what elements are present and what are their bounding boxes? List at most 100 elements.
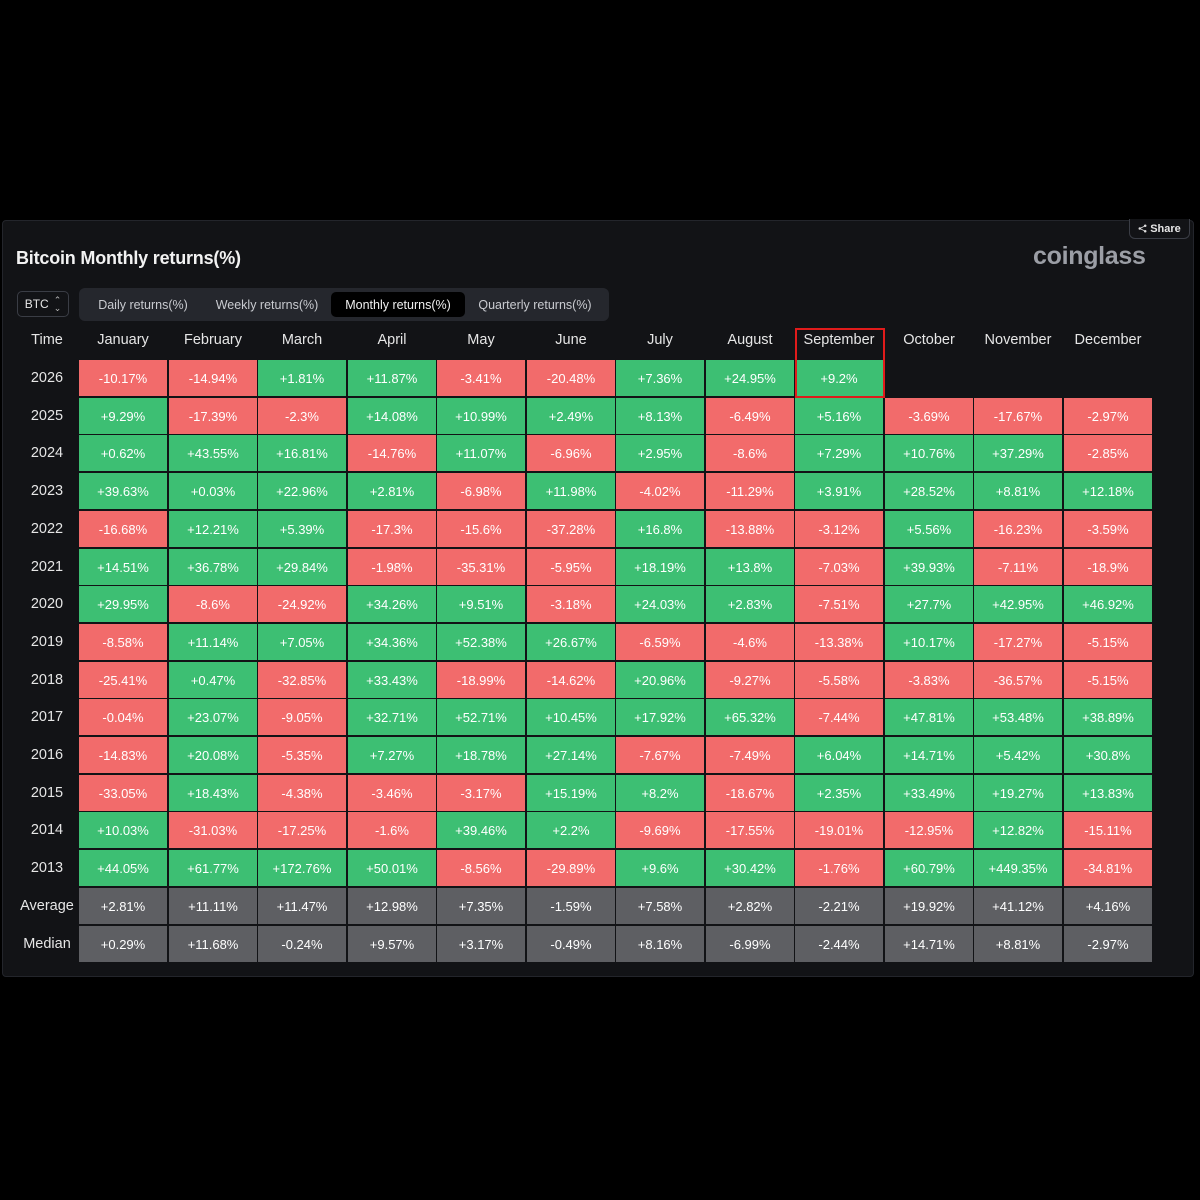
return-cell: +16.8%: [616, 511, 704, 547]
average-cell: +11.47%: [258, 888, 346, 924]
tab-quarterly-returns[interactable]: Quarterly returns(%): [478, 297, 592, 312]
return-cell: +3.91%: [795, 473, 883, 509]
year-label: 2021: [30, 559, 64, 575]
chevron-updown-icon: ⌃ ⌄: [53, 295, 62, 313]
return-cell: +10.17%: [885, 624, 973, 660]
return-cell: +27.14%: [527, 737, 615, 773]
return-cell: -8.6%: [706, 435, 794, 471]
year-label: 2022: [30, 521, 64, 537]
return-cell: -11.29%: [706, 473, 794, 509]
average-cell: +4.16%: [1064, 888, 1152, 924]
return-cell: +10.45%: [527, 699, 615, 735]
return-cell: +5.39%: [258, 511, 346, 547]
return-cell: -25.41%: [79, 662, 167, 698]
return-cell: +27.7%: [885, 586, 973, 622]
return-cell: +18.78%: [437, 737, 525, 773]
return-cell: -15.11%: [1064, 812, 1152, 848]
return-cell: -9.27%: [706, 662, 794, 698]
return-cell: +14.51%: [79, 549, 167, 585]
return-cell: +9.51%: [437, 586, 525, 622]
share-label: Share: [1150, 222, 1181, 235]
return-cell: -37.28%: [527, 511, 615, 547]
return-cell: -5.95%: [527, 549, 615, 585]
return-cell: +42.95%: [974, 586, 1062, 622]
tab-monthly-returns[interactable]: Monthly returns(%): [331, 292, 465, 317]
return-cell: -14.76%: [348, 435, 436, 471]
return-cell: +0.03%: [169, 473, 257, 509]
return-cell: +10.03%: [79, 812, 167, 848]
return-cell: -12.95%: [885, 812, 973, 848]
return-cell: -14.62%: [527, 662, 615, 698]
return-cell: -18.67%: [706, 775, 794, 811]
year-label: 2019: [30, 634, 64, 650]
return-cell: +33.49%: [885, 775, 973, 811]
return-cell: -5.15%: [1064, 662, 1152, 698]
return-cell: +36.78%: [169, 549, 257, 585]
return-cell: +22.96%: [258, 473, 346, 509]
return-cell: -16.68%: [79, 511, 167, 547]
share-button[interactable]: Share: [1129, 219, 1190, 239]
return-cell: +30.42%: [706, 850, 794, 886]
average-cell: +2.82%: [706, 888, 794, 924]
return-cell: +2.95%: [616, 435, 704, 471]
return-cell: -6.49%: [706, 398, 794, 434]
median-cell: -2.44%: [795, 926, 883, 962]
return-cell: -5.58%: [795, 662, 883, 698]
return-cell: +39.63%: [79, 473, 167, 509]
return-cell: -3.12%: [795, 511, 883, 547]
return-cell: +12.18%: [1064, 473, 1152, 509]
coin-select[interactable]: BTC ⌃ ⌄: [17, 291, 69, 317]
year-label: 2014: [30, 822, 64, 838]
median-cell: +8.16%: [616, 926, 704, 962]
return-cell: +18.43%: [169, 775, 257, 811]
return-cell: -3.18%: [527, 586, 615, 622]
return-cell: -20.48%: [527, 360, 615, 396]
return-cell: +29.84%: [258, 549, 346, 585]
return-cell: -3.17%: [437, 775, 525, 811]
return-cell: +2.35%: [795, 775, 883, 811]
year-label: 2020: [30, 596, 64, 612]
return-cell: -35.31%: [437, 549, 525, 585]
median-label: Median: [23, 936, 71, 952]
median-cell: +9.57%: [348, 926, 436, 962]
return-cell: +7.29%: [795, 435, 883, 471]
return-cell: -17.27%: [974, 624, 1062, 660]
month-header-november: November: [984, 332, 1052, 348]
return-cell: +13.83%: [1064, 775, 1152, 811]
tab-daily-returns[interactable]: Daily returns(%): [98, 297, 188, 312]
return-cell: +34.26%: [348, 586, 436, 622]
median-cell: +14.71%: [885, 926, 973, 962]
year-label: 2024: [30, 445, 64, 461]
return-cell: -31.03%: [169, 812, 257, 848]
return-cell: -19.01%: [795, 812, 883, 848]
return-cell: -7.51%: [795, 586, 883, 622]
return-cell: +53.48%: [974, 699, 1062, 735]
tab-weekly-returns[interactable]: Weekly returns(%): [215, 297, 319, 312]
return-cell: -2.3%: [258, 398, 346, 434]
return-cell: -7.49%: [706, 737, 794, 773]
return-cell: +24.03%: [616, 586, 704, 622]
return-cell: +20.08%: [169, 737, 257, 773]
return-cell: -14.94%: [169, 360, 257, 396]
return-cell: -18.9%: [1064, 549, 1152, 585]
return-cell: +12.21%: [169, 511, 257, 547]
return-cell: +172.76%: [258, 850, 346, 886]
return-cell: -24.92%: [258, 586, 346, 622]
return-cell: -6.96%: [527, 435, 615, 471]
return-cell: -6.98%: [437, 473, 525, 509]
average-cell: -2.21%: [795, 888, 883, 924]
return-cell: +20.96%: [616, 662, 704, 698]
return-cell: +15.19%: [527, 775, 615, 811]
month-header-april: April: [377, 332, 407, 348]
median-cell: +8.81%: [974, 926, 1062, 962]
median-cell: -0.24%: [258, 926, 346, 962]
share-icon: [1138, 224, 1147, 233]
return-cell: +2.2%: [527, 812, 615, 848]
return-cell: -3.46%: [348, 775, 436, 811]
return-cell: +52.71%: [437, 699, 525, 735]
return-cell: -32.85%: [258, 662, 346, 698]
return-cell: +11.07%: [437, 435, 525, 471]
average-cell: +7.35%: [437, 888, 525, 924]
return-cell: -3.83%: [885, 662, 973, 698]
return-cell: +30.8%: [1064, 737, 1152, 773]
